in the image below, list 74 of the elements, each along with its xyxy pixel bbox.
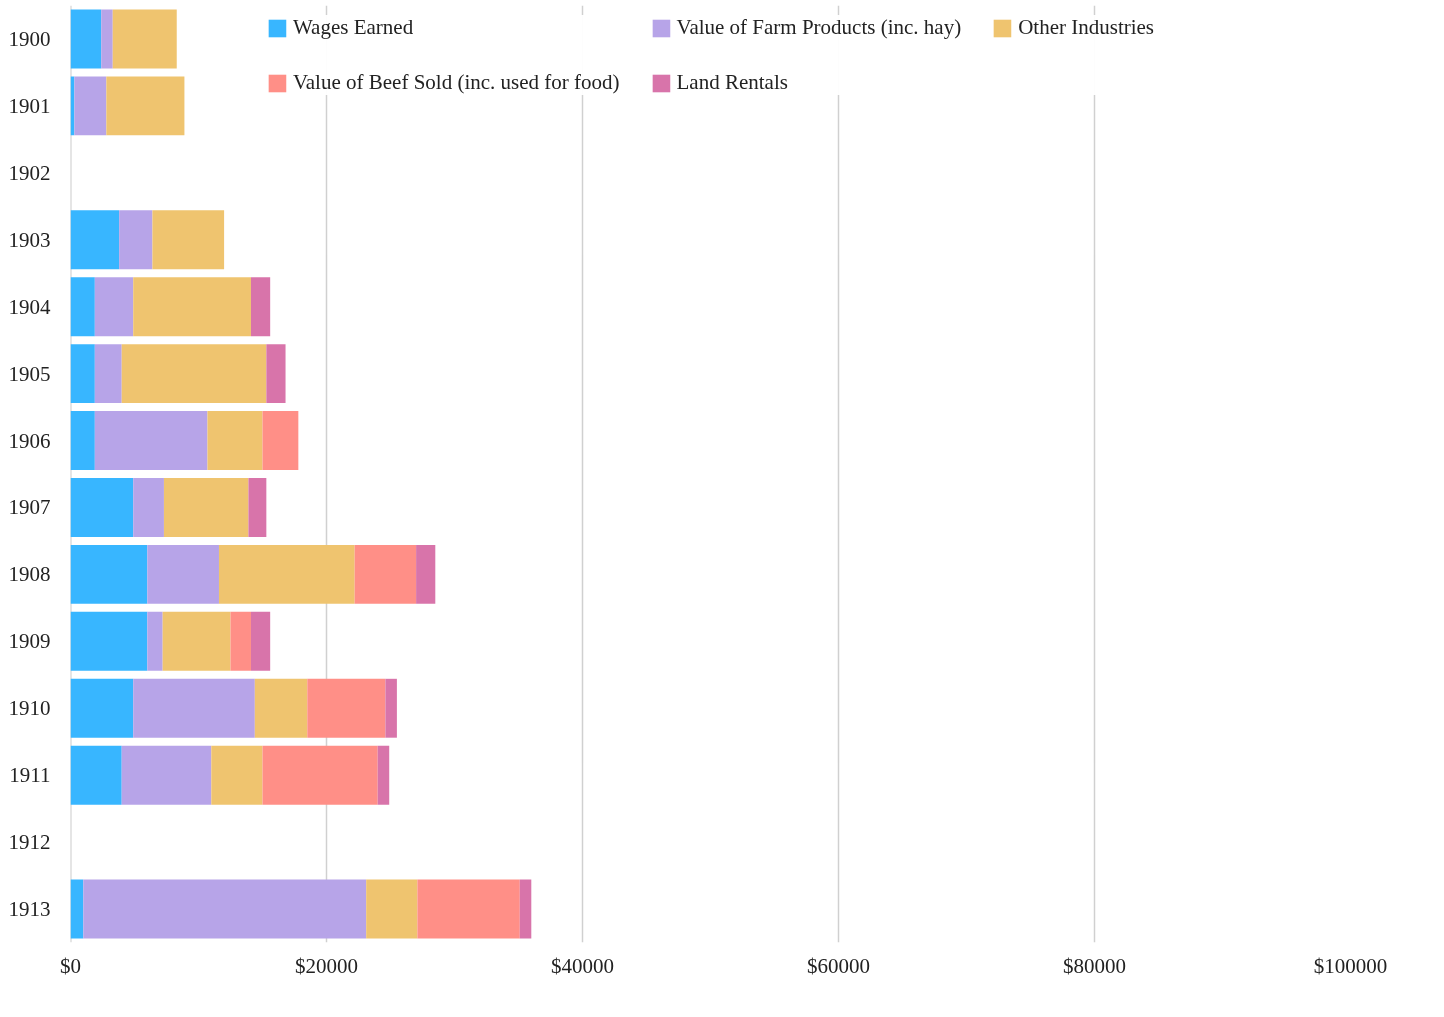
bar [147,611,163,671]
y-tick-label: 1908 [8,562,51,587]
bar [152,210,225,270]
bar [112,9,177,69]
y-tick-label: 1912 [8,830,51,855]
bar [377,745,390,805]
x-tick-label: $20000 [295,953,358,978]
bar [218,544,355,604]
y-tick-label: 1903 [8,227,51,252]
bar [262,745,378,805]
bar [385,678,397,738]
bar [119,210,153,270]
legend-label: Value of Beef Sold (inc. used for food) [292,70,620,95]
bar [106,76,185,136]
bar [416,544,436,604]
bar [307,678,386,738]
x-tick-label: $100000 [1313,953,1388,978]
bar [101,9,113,69]
bar [70,611,148,671]
bar [519,879,532,939]
y-tick-label: 1906 [8,428,51,453]
y-tick-label: 1909 [8,629,51,654]
bar [354,544,417,604]
bar [211,745,263,805]
bar [254,678,308,738]
bar [70,678,134,738]
bar [230,611,251,671]
bar [70,879,84,939]
bar [94,411,208,470]
x-tick-label: $40000 [551,953,614,978]
y-tick-label: 1911 [9,763,51,788]
bar [70,210,120,270]
bar [133,478,164,537]
bar [70,745,122,805]
y-tick-label: 1913 [8,897,51,922]
bar [74,76,107,136]
bar [266,344,286,404]
bar [70,9,102,69]
bar [94,277,134,337]
bar [147,544,219,604]
bar [83,879,367,939]
bar [250,611,271,671]
bar [70,478,134,537]
bar [70,544,148,604]
y-tick-label: 1910 [8,696,51,721]
bar [121,344,267,404]
bar [70,344,95,404]
bar [250,277,271,337]
bar [417,879,520,939]
y-tick-label: 1905 [8,361,51,386]
bar [70,277,95,337]
y-tick-label: 1901 [8,93,51,118]
legend-label: Other Industries [1018,15,1155,40]
bar [262,411,299,470]
legend-label: Wages Earned [292,15,414,40]
y-tick-label: 1904 [8,294,51,319]
legend-label: Land Rentals [676,70,788,95]
x-tick-label: $80000 [1063,953,1126,978]
bar [248,478,267,537]
bar [207,411,263,470]
bar [133,277,251,337]
bar [94,344,122,404]
bar [70,411,95,470]
bar [366,879,418,939]
y-tick-label: 1907 [8,495,51,520]
bar [163,478,249,537]
bar [133,678,255,738]
bar [162,611,231,671]
y-tick-label: 1900 [8,26,51,51]
y-tick-label: 1902 [8,160,51,185]
x-tick-label: $0 [60,953,81,978]
x-tick-label: $60000 [807,953,870,978]
legend-label: Value of Farm Products (inc. hay) [676,15,962,40]
bar [121,745,212,805]
